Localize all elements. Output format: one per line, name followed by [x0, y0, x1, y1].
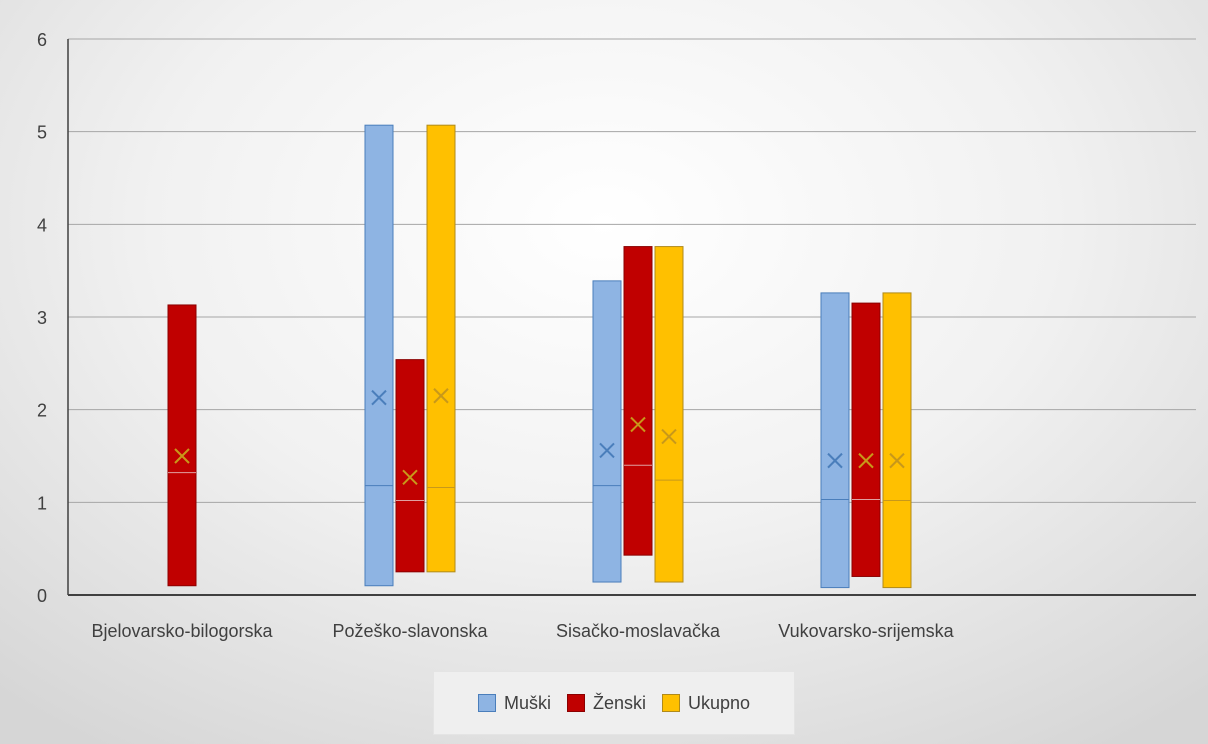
legend-item: Ženski	[566, 692, 646, 714]
box-muški	[592, 280, 622, 583]
box-muški	[820, 292, 850, 589]
x-tick-label: Bjelovarsko-bilogorska	[91, 621, 273, 641]
x-tick-label: Sisačko-moslavačka	[556, 621, 721, 641]
box-ženski	[851, 302, 881, 577]
chart-legend: Muški Ženski Ukupno	[433, 671, 795, 735]
y-tick-label: 3	[37, 308, 47, 328]
box-ženski	[167, 304, 197, 587]
y-tick-label: 2	[37, 401, 47, 421]
legend-label: Ukupno	[687, 692, 751, 713]
y-tick-label: 5	[37, 123, 47, 143]
mean-marker	[630, 416, 646, 433]
legend-item: Muški	[477, 692, 551, 714]
y-tick-label: 1	[37, 493, 47, 513]
legend-label: Ženski	[592, 692, 646, 713]
legend-swatch	[477, 694, 496, 712]
legend-swatch	[566, 694, 585, 712]
x-tick-label: Vukovarsko-srijemska	[778, 621, 954, 641]
mean-marker	[827, 452, 843, 469]
mean-marker	[174, 448, 190, 464]
legend-swatch	[661, 694, 680, 712]
box-ženski	[623, 246, 653, 556]
box-ukupno	[426, 124, 456, 573]
mean-marker	[889, 452, 905, 469]
mean-marker	[599, 442, 615, 459]
x-tick-label: Požeško-slavonska	[332, 621, 488, 641]
legend-item: Ukupno	[661, 692, 751, 714]
mean-marker	[371, 389, 387, 406]
mean-marker	[661, 428, 677, 445]
mean-marker	[433, 388, 449, 404]
y-tick-label: 6	[37, 30, 47, 50]
box-ukupno	[654, 246, 684, 583]
y-tick-label: 0	[37, 586, 47, 606]
box-ukupno	[882, 292, 912, 589]
legend-label: Muški	[503, 692, 551, 713]
y-tick-label: 4	[37, 215, 47, 235]
box-ženski	[395, 359, 425, 573]
mean-marker	[402, 469, 418, 486]
mean-marker	[858, 452, 874, 469]
box-muški	[364, 124, 394, 587]
